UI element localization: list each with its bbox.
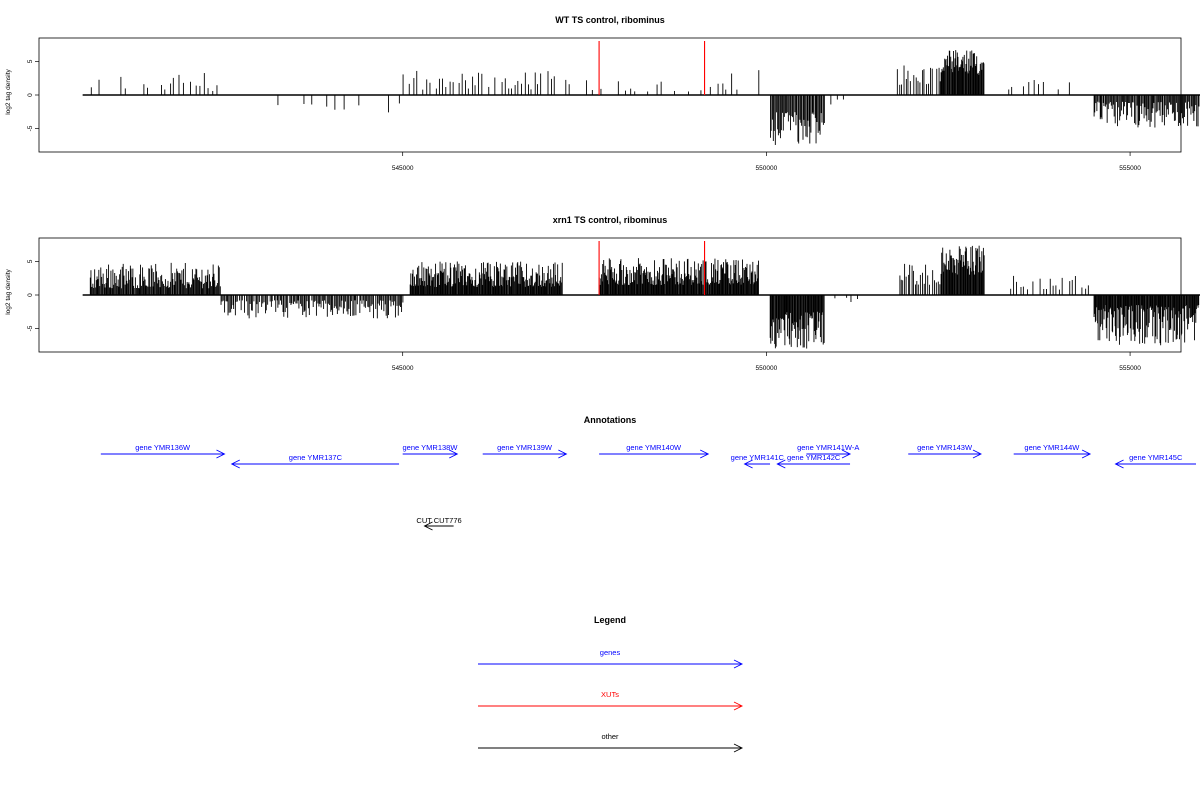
y-tick-label: 0	[27, 293, 34, 297]
legend-item: other	[478, 732, 744, 753]
gene-arrow: gene YMR136W	[100, 443, 226, 459]
legend-items: genes XUTs other	[478, 648, 744, 753]
legend-item: XUTs	[478, 690, 744, 711]
other-arrows: CUT CUT776	[416, 516, 462, 531]
other-label: CUT CUT776	[416, 516, 461, 525]
gene-arrow: gene YMR142C	[776, 453, 851, 469]
y-tick-label: -5	[27, 325, 34, 331]
arrowhead	[743, 459, 753, 469]
gene-arrow: gene YMR141C	[731, 453, 785, 469]
x-tick-label: 555000	[1119, 365, 1141, 372]
arrowhead	[972, 449, 982, 459]
gene-arrow: gene YMR137C	[230, 453, 400, 469]
gene-arrows: gene YMR136W gene YMR137C gene YMR138W gene…	[100, 443, 1196, 469]
x-tick-label: 550000	[756, 165, 778, 172]
track-panel-xrn1: xrn1 TS control, ribominus log2 tag dens…	[5, 215, 1200, 372]
gene-label: gene YMR138W	[403, 443, 459, 452]
arrowhead	[558, 449, 568, 459]
gene-arrow: gene YMR145C	[1114, 453, 1196, 469]
gene-arrow: gene YMR144W	[1013, 443, 1092, 459]
gene-label: gene YMR144W	[1024, 443, 1080, 452]
legend-title: Legend	[594, 615, 626, 625]
x-tick-label: 550000	[756, 365, 778, 372]
gene-arrow: gene YMR140W	[599, 443, 710, 459]
gene-label: gene YMR137C	[289, 453, 343, 462]
arrowhead	[1114, 459, 1124, 469]
xut-markers	[598, 41, 706, 95]
gene-label: gene YMR140W	[626, 443, 682, 452]
xut-markers	[598, 241, 706, 295]
panel-title: xrn1 TS control, ribominus	[553, 215, 668, 225]
track-panel-wt: WT TS control, ribominus log2 tag densit…	[5, 15, 1200, 172]
density-bars	[89, 245, 1200, 349]
gene-label: gene YMR141C	[731, 453, 785, 462]
y-axis-label: log2 tag density	[5, 268, 12, 314]
panel-title: WT TS control, ribominus	[555, 15, 665, 25]
legend-item: genes	[478, 648, 744, 669]
axes: -5 0 5 545000 550000 555000	[27, 59, 1200, 172]
gene-label: gene YMR136W	[135, 443, 191, 452]
gene-arrow: gene YMR138W	[403, 443, 459, 459]
arrowhead	[1081, 449, 1092, 459]
x-tick-label: 555000	[1119, 165, 1141, 172]
x-tick-label: 545000	[392, 165, 414, 172]
x-tick-label: 545000	[392, 365, 414, 372]
y-tick-label: 5	[27, 259, 34, 263]
arrowhead	[841, 449, 852, 459]
arrowhead	[699, 449, 710, 459]
annotations-title: Annotations	[584, 415, 637, 425]
legend-item-label: XUTs	[601, 690, 619, 699]
arrowhead	[216, 449, 226, 459]
gene-arrow: gene YMR143W	[908, 443, 982, 459]
gene-arrow: gene YMR139W	[482, 443, 568, 459]
arrowhead	[423, 521, 433, 531]
gene-label: gene YMR142C	[787, 453, 841, 462]
arrowhead	[230, 459, 240, 469]
legend: Legend genes XUTs other	[478, 615, 744, 753]
y-tick-label: 5	[27, 59, 34, 63]
arrowhead	[776, 459, 786, 469]
density-bars	[90, 50, 1200, 145]
gene-label: gene YMR145C	[1129, 453, 1183, 462]
arrowhead	[733, 743, 744, 753]
gene-label: gene YMR139W	[497, 443, 553, 452]
gene-label: gene YMR141W-A	[797, 443, 859, 452]
arrowhead	[733, 659, 744, 669]
arrowhead	[449, 449, 459, 459]
y-tick-label: -5	[27, 125, 34, 131]
other-arrow: CUT CUT776	[416, 516, 462, 531]
legend-item-label: genes	[600, 648, 621, 657]
gene-label: gene YMR143W	[917, 443, 973, 452]
y-tick-label: 0	[27, 93, 34, 97]
y-axis-label: log2 tag density	[5, 68, 12, 114]
legend-item-label: other	[601, 732, 619, 741]
gene-arrow: gene YMR141W-A	[797, 443, 859, 459]
arrowhead	[733, 701, 744, 711]
axes: -5 0 5 545000 550000 555000	[27, 259, 1200, 372]
